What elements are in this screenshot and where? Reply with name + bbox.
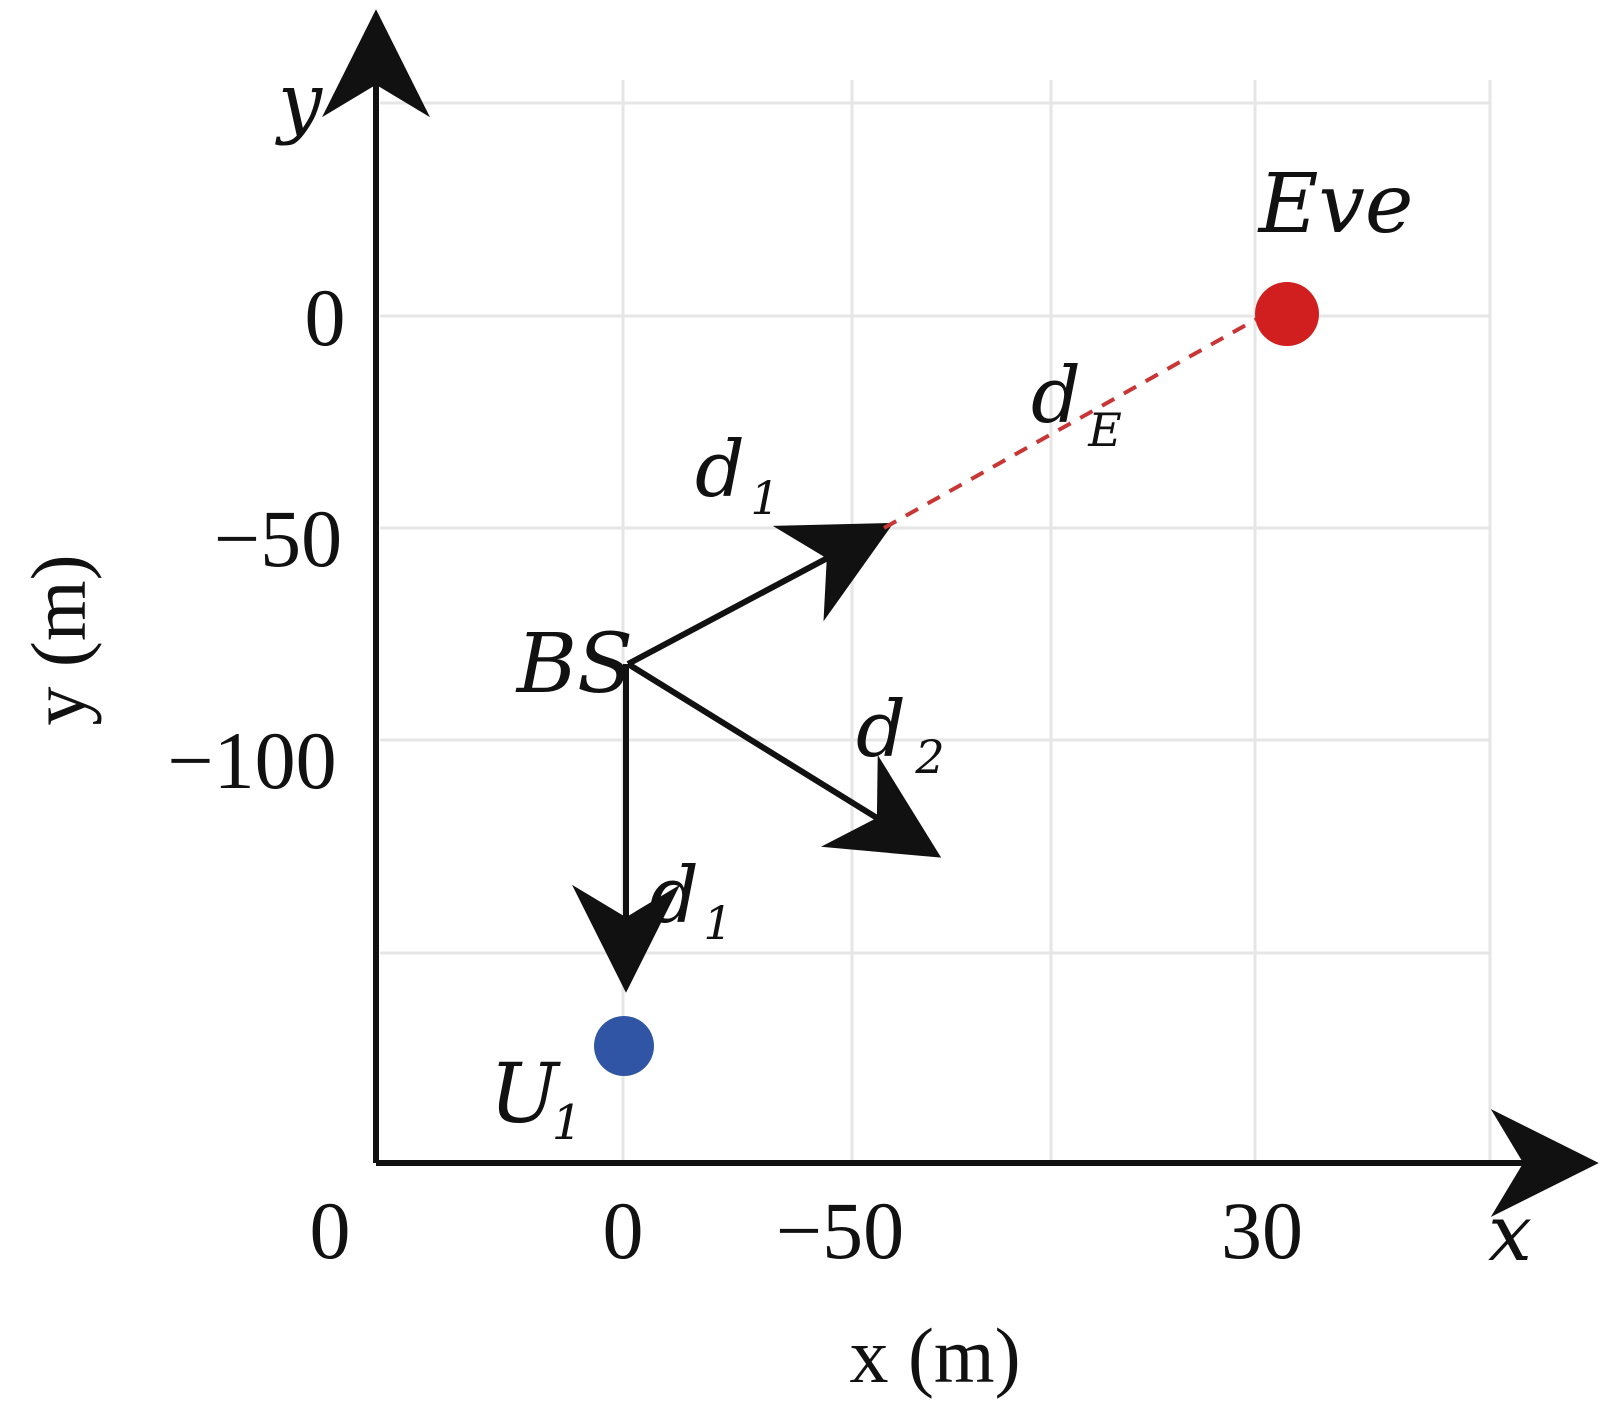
x-tick-0-origin: 0 (310, 1185, 351, 1276)
bs-to-eve-dashed-label: d E (1031, 351, 1122, 457)
y-arrow-label: y (275, 57, 323, 147)
bs-to-user-label-main: d (649, 851, 699, 941)
bs-to-eve-arrow (626, 522, 894, 667)
bs-to-eve-top-label-sub: 1 (750, 471, 779, 525)
bs-to-eve-dashed-label-sub: E (1087, 403, 1122, 457)
bs-label: BS (515, 617, 633, 712)
bs-to-eve-top-label-main: d (695, 425, 745, 515)
y-tick-minus-50: −50 (214, 493, 342, 584)
bs-to-lower-right-label-sub: 2 (914, 730, 944, 784)
user-label-main: U (489, 1047, 561, 1142)
x-tick-0: 0 (603, 1185, 644, 1276)
bs-to-eve-top-label: d 1 (695, 425, 780, 525)
eve-label: Eve (1257, 157, 1414, 252)
tick-labels: 0 0 −50 30 0 −50 −100 (167, 272, 1303, 1276)
link-labels: d 1 d E d 2 d 1 (649, 351, 1122, 950)
user-label-sub: 1 (552, 1095, 583, 1151)
x-arrow-label: x (1488, 1189, 1532, 1279)
user-node (594, 1016, 654, 1076)
node-labels: BS Eve U 1 (489, 157, 1413, 1151)
bs-to-user-label: d 1 (649, 851, 733, 950)
y-tick-minus-100: −100 (167, 715, 336, 806)
y-tick-0: 0 (305, 272, 346, 363)
bs-to-lower-right-arrow (626, 661, 942, 858)
eve-node (1255, 282, 1319, 346)
bs-to-lower-right-label: d 2 (856, 685, 945, 784)
axis-titles: y x x (m) y (m) (15, 57, 1532, 1399)
bs-to-user-label-sub: 1 (703, 896, 732, 950)
nodes (594, 282, 1319, 1076)
bs-to-eve-dashed-label-main: d (1031, 351, 1081, 441)
grid (380, 80, 1492, 1160)
y-axis-title: y (m) (15, 554, 102, 725)
bs-to-lower-right-label-main: d (856, 685, 906, 775)
axes (322, 9, 1599, 1217)
user-label: U 1 (489, 1047, 582, 1151)
x-tick-minus-50: −50 (776, 1185, 904, 1276)
x-tick-30: 30 (1221, 1185, 1303, 1276)
x-axis-title: x (m) (849, 1312, 1020, 1399)
bs-to-eve-dashed-link (883, 314, 1263, 530)
links (572, 314, 1263, 993)
